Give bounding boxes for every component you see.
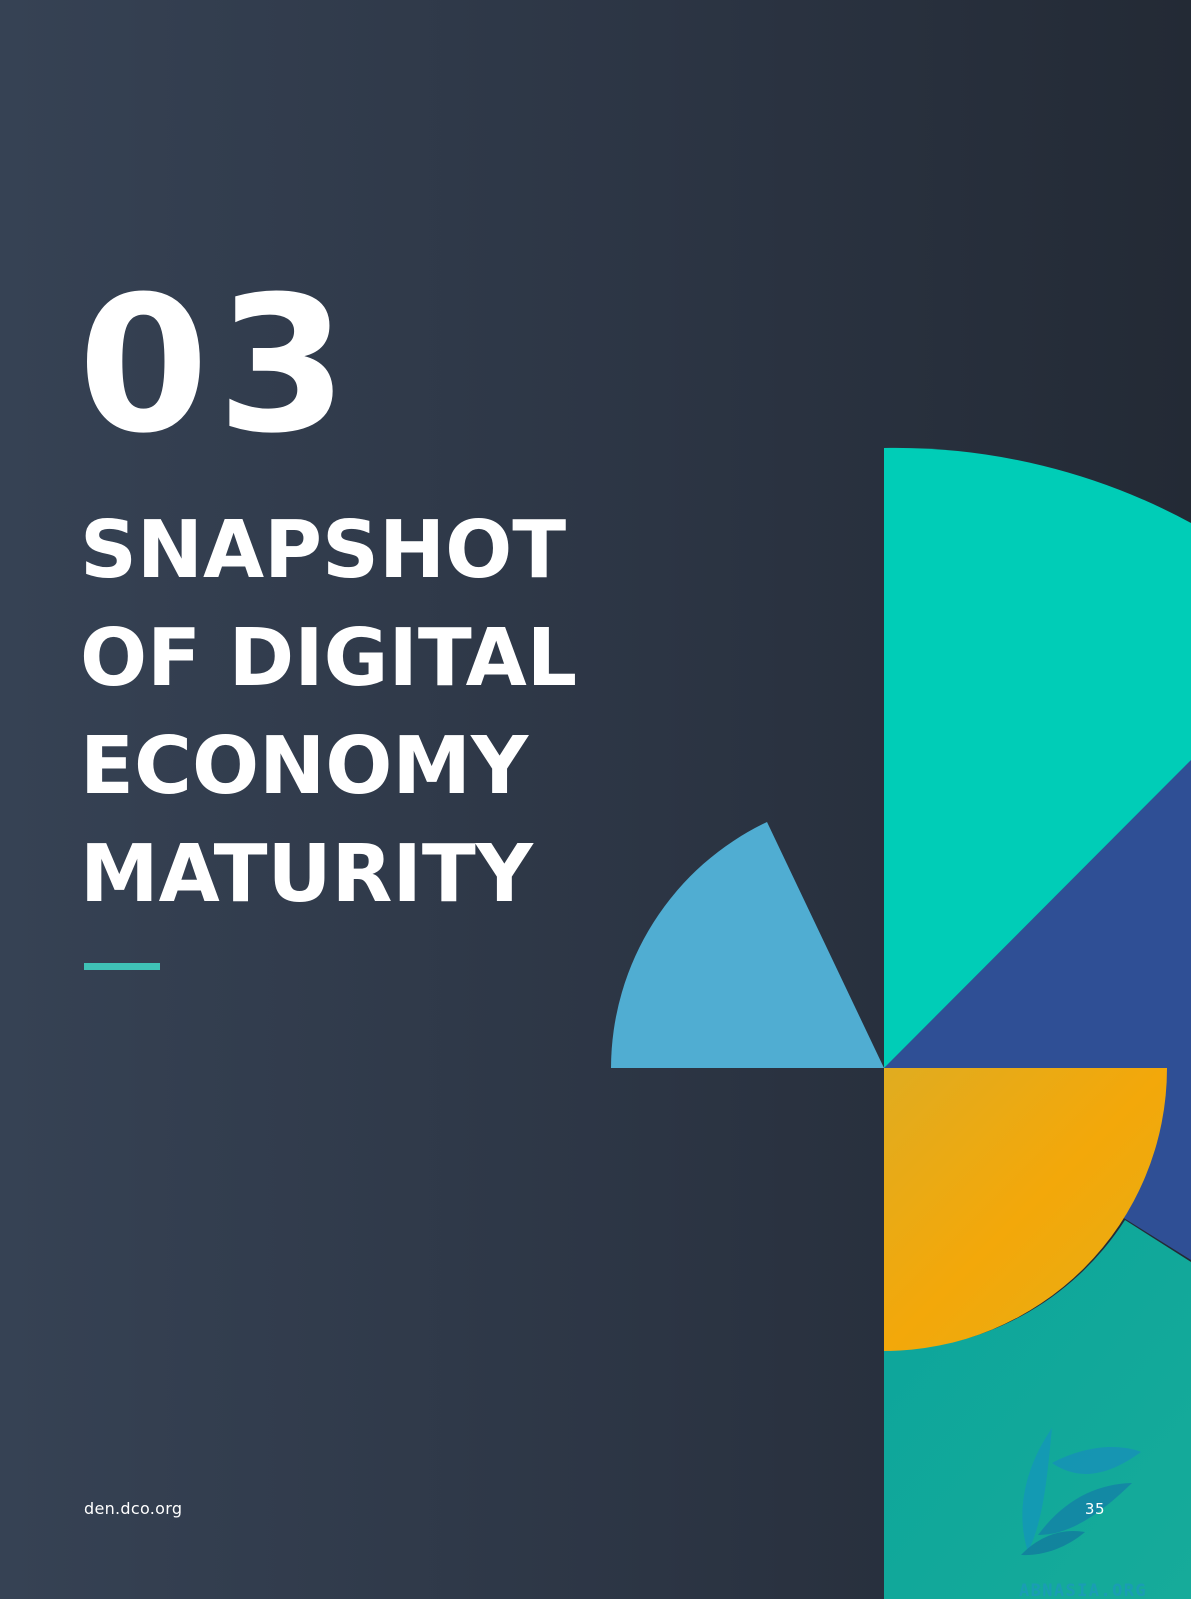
page-number: 35 [1084, 1500, 1105, 1518]
watermark-text: ABNASIA.ORG [1019, 1581, 1147, 1599]
chapter-title-line: ECONOMY [80, 720, 529, 812]
chapter-title-line: MATURITY [80, 828, 533, 920]
amber-quarter-circle [884, 1068, 1167, 1351]
sky-blue-wedge [611, 822, 884, 1068]
lower-teal-panel [884, 1220, 1191, 1599]
turquoise-quarter-circle [884, 447, 1191, 1069]
chapter-title: SNAPSHOT OF DIGITAL ECONOMY MATURITY [80, 496, 580, 928]
chapter-number: 03 [78, 256, 356, 475]
chapter-title-line: SNAPSHOT [80, 504, 567, 596]
accent-rule [84, 963, 160, 970]
watermark-logo [1021, 1428, 1141, 1556]
navy-triangle [884, 760, 1191, 1260]
chapter-title-line: OF DIGITAL [80, 612, 578, 704]
footer-url: den.dco.org [84, 1499, 183, 1518]
